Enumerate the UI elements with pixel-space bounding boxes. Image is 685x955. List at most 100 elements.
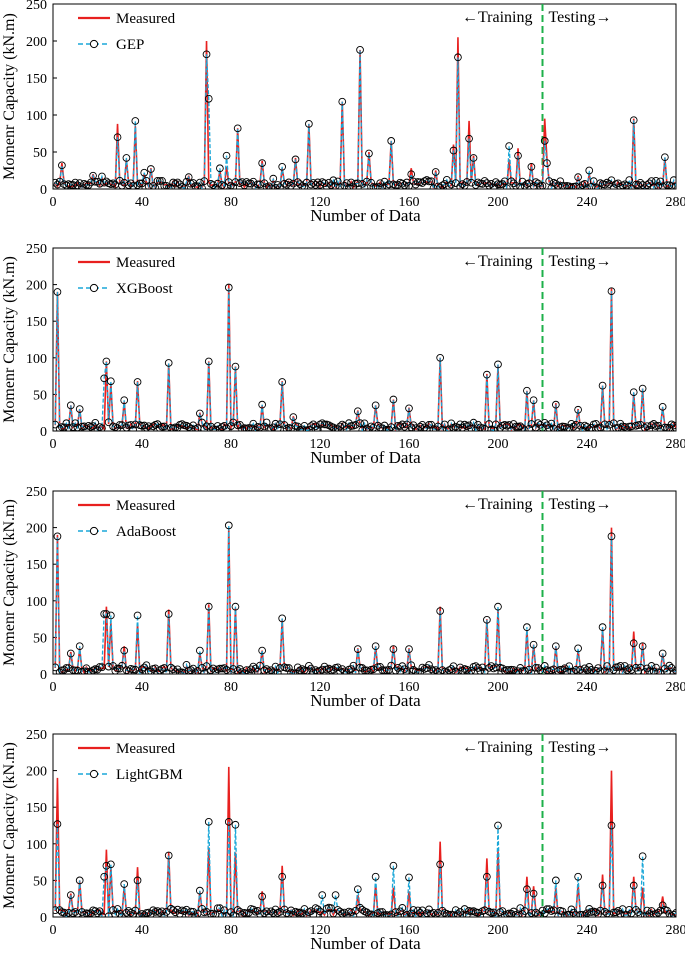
predicted-point xyxy=(127,421,135,429)
predicted-point xyxy=(340,667,349,674)
predicted-point xyxy=(402,910,411,917)
y-tick-label: 50 xyxy=(33,874,47,889)
predicted-point xyxy=(427,665,436,674)
series-predicted-line xyxy=(54,287,676,431)
series-measured-line xyxy=(54,284,676,431)
predicted-point xyxy=(91,177,100,186)
predicted-point xyxy=(632,905,640,914)
predicted-point xyxy=(66,401,75,410)
predicted-point xyxy=(53,663,60,672)
predicted-point xyxy=(233,906,242,914)
predicted-point xyxy=(318,891,327,899)
predicted-point xyxy=(164,610,173,618)
predicted-point xyxy=(189,907,198,916)
predicted-point xyxy=(543,159,551,167)
predicted-point xyxy=(331,424,340,431)
x-tick-label: 240 xyxy=(577,195,598,210)
predicted-point xyxy=(598,881,607,890)
legend-predicted-marker xyxy=(89,769,99,779)
predicted-point xyxy=(60,666,68,674)
predicted-point xyxy=(580,179,589,188)
predicted-point xyxy=(213,179,222,188)
predicted-point xyxy=(291,155,300,164)
predicted-point xyxy=(362,177,371,186)
predicted-point xyxy=(643,664,651,673)
predicted-point xyxy=(483,872,491,881)
predicted-point xyxy=(358,905,367,914)
predicted-point xyxy=(369,911,378,917)
predicted-point xyxy=(82,664,91,673)
predicted-point xyxy=(209,909,218,917)
predicted-point xyxy=(273,669,282,674)
legend-measured-label: Measured xyxy=(116,741,176,757)
predicted-point xyxy=(545,667,554,674)
x-tick-label: 0 xyxy=(50,437,57,452)
predicted-point xyxy=(102,861,111,870)
legend-predicted-label: XGBoost xyxy=(116,281,174,297)
predicted-point xyxy=(62,419,71,428)
predicted-point xyxy=(182,905,191,914)
predicted-point xyxy=(333,425,342,431)
predicted-point xyxy=(66,649,75,658)
predicted-point xyxy=(278,614,287,623)
predicted-point xyxy=(629,881,638,890)
predicted-point xyxy=(467,666,476,674)
predicted-point xyxy=(616,661,625,670)
predicted-point xyxy=(569,908,578,917)
predicted-point xyxy=(113,133,122,142)
predicted-point xyxy=(547,419,556,428)
predicted-point xyxy=(387,661,396,670)
predicted-point xyxy=(483,179,491,187)
predicted-point xyxy=(658,649,667,658)
predicted-point xyxy=(204,817,213,826)
predicted-point xyxy=(382,911,391,917)
predicted-point xyxy=(233,124,242,133)
predicted-point xyxy=(638,852,647,861)
predicted-point xyxy=(147,910,155,917)
predicted-point xyxy=(175,180,184,189)
predicted-point xyxy=(551,876,560,885)
predicted-point xyxy=(391,666,400,674)
predicted-point xyxy=(529,889,538,898)
predicted-point xyxy=(340,181,349,189)
x-tick-label: 160 xyxy=(399,680,420,695)
predicted-point xyxy=(233,666,242,674)
predicted-point xyxy=(520,907,529,915)
predicted-point xyxy=(603,425,611,431)
predicted-point xyxy=(425,421,433,429)
predicted-point xyxy=(264,424,273,431)
predicted-point xyxy=(202,422,211,431)
predicted-point xyxy=(345,184,353,189)
predicted-point xyxy=(540,662,549,670)
predicted-point xyxy=(503,184,511,189)
predicted-point xyxy=(269,174,278,183)
predicted-point xyxy=(663,181,671,189)
predicted-point xyxy=(494,360,502,369)
predicted-point xyxy=(249,905,258,914)
legend-measured-label: Measured xyxy=(116,498,176,514)
predicted-point xyxy=(129,665,137,674)
predicted-point xyxy=(598,381,607,390)
predicted-point xyxy=(220,664,229,672)
testing-annotation: Testing→ xyxy=(549,253,612,270)
predicted-point xyxy=(465,134,473,143)
testing-annotation: Testing→ xyxy=(549,9,612,26)
training-annotation: ←Training xyxy=(462,496,533,513)
predicted-point xyxy=(645,179,654,188)
predicted-point xyxy=(58,161,66,170)
predicted-point xyxy=(540,137,549,145)
predicted-point xyxy=(140,421,149,430)
predicted-point xyxy=(445,426,453,431)
predicted-point xyxy=(418,663,427,672)
x-tick-label: 40 xyxy=(135,437,149,452)
predicted-point xyxy=(400,181,409,189)
predicted-point xyxy=(523,885,531,894)
predicted-point xyxy=(135,669,144,674)
predicted-point xyxy=(654,182,663,189)
predicted-point xyxy=(402,667,411,674)
predicted-point xyxy=(153,177,162,185)
predicted-point xyxy=(184,173,193,182)
predicted-point xyxy=(64,423,73,431)
x-tick-label: 200 xyxy=(488,923,509,938)
